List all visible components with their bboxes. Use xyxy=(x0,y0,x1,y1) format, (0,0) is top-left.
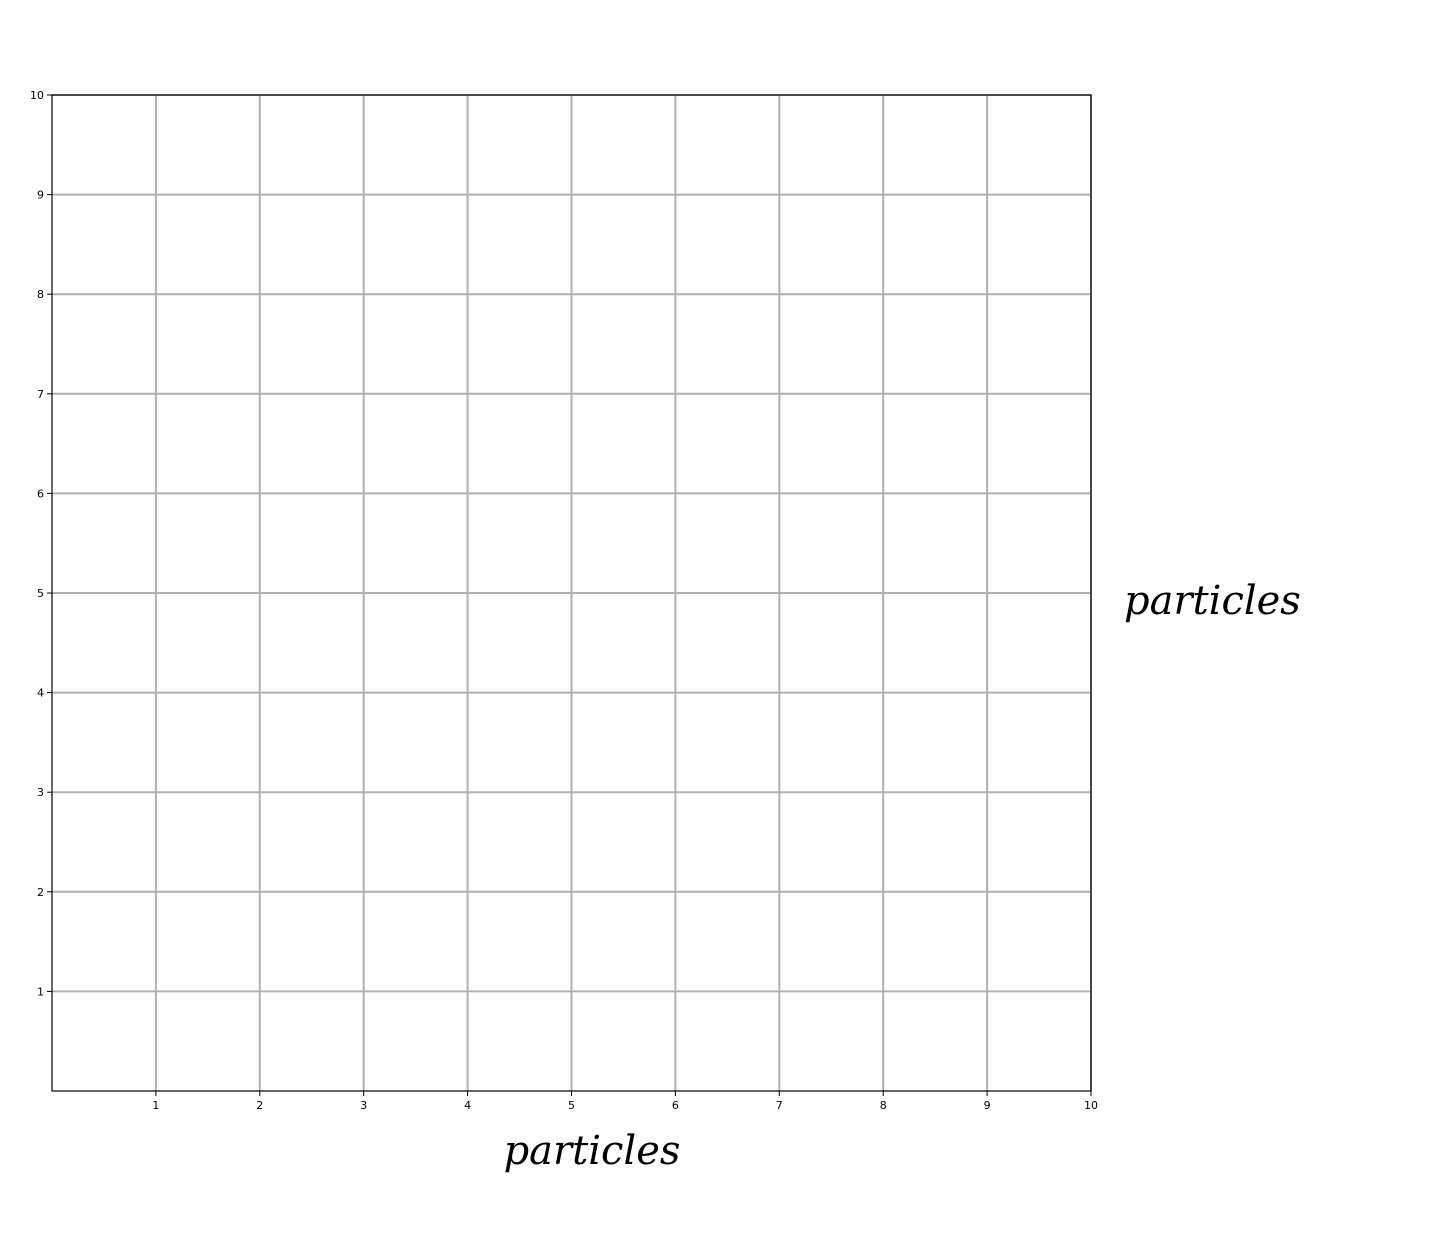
x-tick-label: 4 xyxy=(464,1099,471,1112)
x-tick-label: 3 xyxy=(360,1099,367,1112)
y-axis-label: particles xyxy=(1124,578,1301,624)
x-tick-label: 6 xyxy=(672,1099,679,1112)
y-tick-label: 2 xyxy=(37,886,44,899)
x-tick-label: 1 xyxy=(152,1099,159,1112)
y-tick-label: 6 xyxy=(37,487,44,500)
x-tick-label: 5 xyxy=(568,1099,575,1112)
y-tick-label: 9 xyxy=(37,189,44,202)
y-tick-label: 4 xyxy=(37,687,44,700)
x-tick-label: 9 xyxy=(984,1099,991,1112)
x-tick-label: 2 xyxy=(256,1099,263,1112)
x-tick-label: 8 xyxy=(880,1099,887,1112)
y-tick-label: 3 xyxy=(37,786,44,799)
y-tick-label: 10 xyxy=(30,89,44,102)
y-tick-label: 7 xyxy=(37,388,44,401)
x-tick-label: 10 xyxy=(1084,1099,1098,1112)
y-tick-label: 1 xyxy=(37,985,44,998)
y-tick-label: 8 xyxy=(37,288,44,301)
x-axis-label: particles xyxy=(504,1128,681,1174)
y-axis: 1 2 3 4 5 6 7 8 9 10 xyxy=(30,89,52,998)
x-tick-label: 7 xyxy=(776,1099,783,1112)
x-axis: 1 2 3 4 5 6 7 8 9 10 xyxy=(152,1091,1098,1112)
y-tick-label: 5 xyxy=(37,587,44,600)
